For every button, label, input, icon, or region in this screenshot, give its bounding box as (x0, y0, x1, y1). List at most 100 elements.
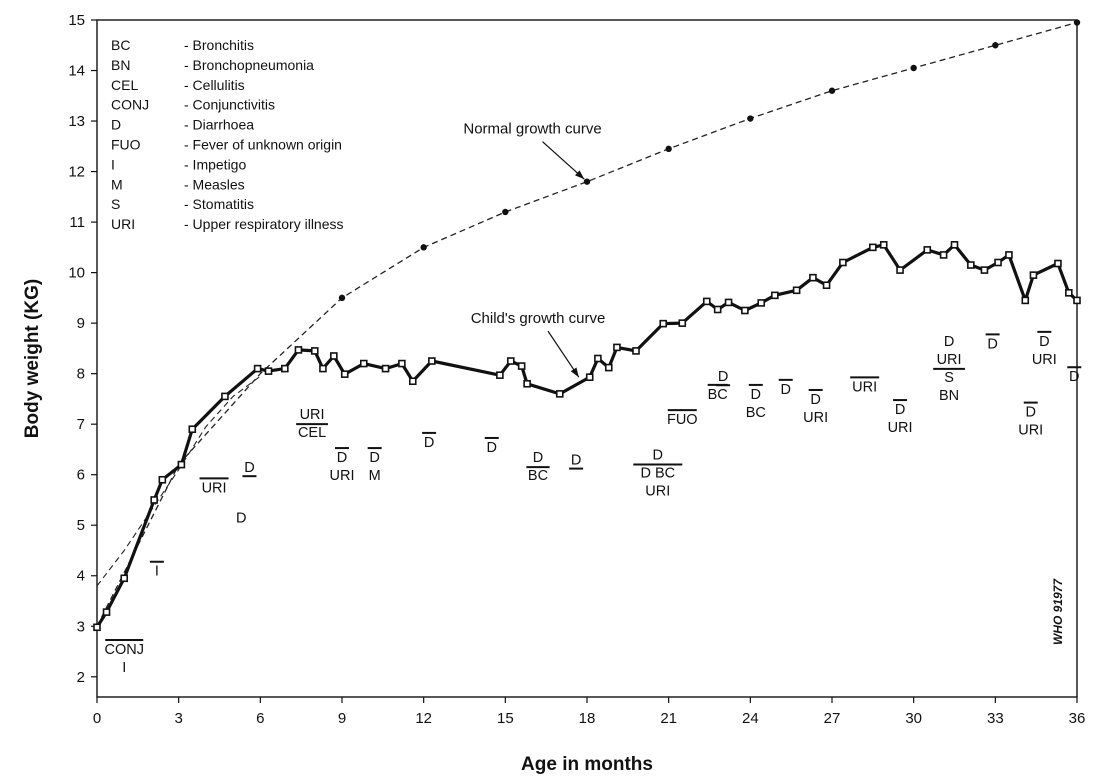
annotation: D URI (888, 399, 913, 436)
annotation-text: D (424, 435, 434, 451)
child-curve-point (594, 354, 602, 363)
y-tick-label: 14 (68, 63, 85, 80)
annotation: URI (850, 376, 880, 395)
child-curve-point (150, 496, 158, 504)
legend-code: M (111, 176, 123, 192)
legend-text: - Upper respiratory illness (184, 216, 344, 232)
x-tick-label: 12 (415, 710, 432, 727)
curve-label: Child's growth curve (471, 310, 606, 327)
x-tick-label: 15 (497, 710, 514, 727)
child-curve-point (188, 425, 197, 434)
curve-label: Normal growth curve (463, 121, 601, 138)
x-tick-label: 30 (905, 710, 922, 727)
normal-curve-point (747, 115, 754, 122)
child-curve-point (102, 608, 111, 616)
child-curve-point (496, 371, 504, 379)
annotation: D URI S BN (933, 334, 965, 404)
x-tick-label: 36 (1069, 710, 1086, 727)
x-axis-title: Age in months (521, 754, 653, 775)
normal-curve-point (338, 294, 346, 302)
annotation-text: D (244, 460, 254, 476)
annotation-text: D (718, 369, 728, 385)
annotation-text: URI (888, 420, 913, 436)
annotation-text: D (780, 382, 790, 398)
legend-text: - Cellulitis (184, 77, 245, 93)
annotation: D URI (1032, 330, 1057, 368)
y-tick-label: 5 (77, 517, 85, 534)
y-tick-label: 6 (77, 467, 85, 484)
child-curve-point (428, 357, 436, 365)
annotation-text: I (155, 564, 159, 580)
y-tick-label: 7 (77, 416, 85, 433)
annotation-text: URI (1018, 423, 1043, 439)
annotation: CONJ I (104, 639, 144, 676)
annotation-text: URI (300, 407, 325, 423)
child-curve-point (294, 346, 303, 354)
legend-text: - Impetigo (184, 156, 246, 172)
legend-code: BN (111, 57, 130, 73)
legend: BC - Bronchitis BN - Bronchopneumonia CEL - C… (111, 37, 344, 232)
child-curve-point (359, 359, 368, 368)
annotation: BC (708, 383, 728, 403)
child-curve-point (632, 347, 640, 355)
annotation: D (985, 333, 1000, 352)
normal-growth-curve-lower-bound (96, 375, 261, 587)
annotation-text: URI (202, 480, 227, 496)
axes: 0 3 6 9 12 15 18 21 24 27 30 33 36234567891011121314… (68, 12, 1085, 727)
child-curve-point (869, 243, 877, 252)
annotation: FUO (667, 409, 698, 428)
child-curve-point (792, 286, 801, 295)
y-tick-label: 12 (68, 164, 85, 181)
annotation: D D BC URI (633, 448, 683, 500)
annotation-text: URI (1032, 352, 1057, 368)
child-curve-point (702, 297, 711, 306)
legend-text: - Bronchopneumonia (184, 57, 314, 73)
normal-curve-point (665, 145, 672, 153)
annotation-text: D (1025, 405, 1035, 421)
x-tick-label: 9 (338, 710, 346, 727)
annotation-text: D (486, 440, 496, 456)
annotation-text: D (895, 402, 905, 418)
child-curve-point (879, 241, 888, 249)
normal-curve-point (420, 244, 427, 251)
child-curve-point (1021, 296, 1030, 305)
annotation: D URI (803, 388, 828, 426)
annotation-text: D (653, 448, 663, 464)
annotation: D (236, 511, 246, 527)
annotation-text: D (987, 336, 997, 352)
y-tick-label: 15 (68, 12, 85, 29)
child-curve-point (604, 363, 613, 372)
child-curve-point (1005, 251, 1013, 259)
child-growth-curve (95, 243, 1079, 629)
child-curve-point (264, 367, 273, 375)
x-tick-label: 18 (579, 710, 596, 727)
legend-text: - Stomatitis (184, 196, 254, 212)
annotation-text: D (571, 453, 581, 469)
child-curve-point (839, 258, 847, 267)
child-curve-point (724, 298, 733, 307)
x-tick-label: 27 (824, 710, 841, 727)
x-tick-label: 24 (742, 710, 759, 727)
annotation: D (716, 369, 731, 387)
child-curve-point (381, 364, 390, 373)
child-curve-point (809, 273, 817, 282)
child-curve-point (896, 266, 904, 274)
child-curve-point (221, 392, 229, 401)
annotation-text: URI (330, 468, 355, 484)
annotation: D (1067, 366, 1082, 385)
normal-curve-point (910, 64, 917, 72)
annotation: D (778, 378, 793, 398)
child-curve-point (523, 379, 531, 388)
child-curve-point (1065, 289, 1073, 297)
annotation-text: D (369, 450, 379, 466)
annotation-text: URI (645, 484, 670, 500)
annotation-text: D (533, 450, 543, 466)
legend-code: D (111, 117, 121, 133)
child-curve-point (678, 319, 687, 327)
child-curve-point (771, 291, 779, 300)
annotation: D (569, 453, 584, 470)
legend-code: CEL (111, 77, 138, 93)
annotation-text: D (751, 387, 761, 403)
normal-curve-point (828, 87, 836, 94)
child-curve-point (994, 258, 1002, 267)
